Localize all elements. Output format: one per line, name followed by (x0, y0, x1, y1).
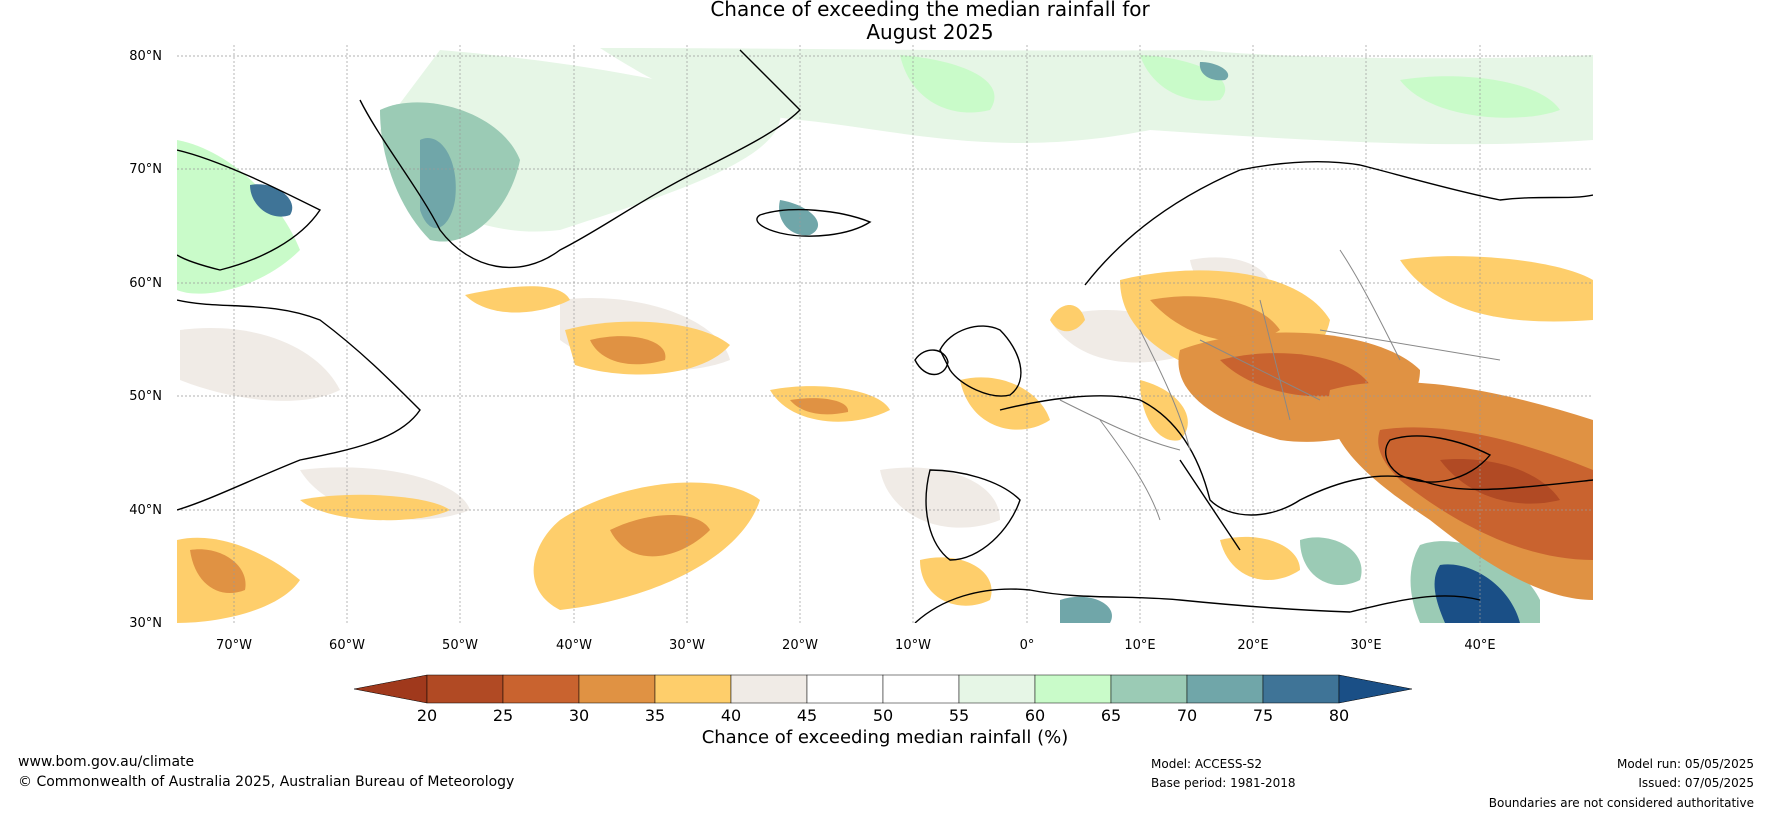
lon-tick-label: 20°W (782, 638, 818, 653)
colorbar-segment (654, 674, 732, 704)
colorbar-ticks: 20 25 30 35 40 45 50 55 60 65 70 75 80 (417, 706, 1349, 725)
lon-tick-label: 30°E (1350, 638, 1381, 653)
colorbar-segment (806, 674, 884, 704)
footer-base-period: Base period: 1981-2018 (1151, 776, 1296, 790)
title-line-2: August 2025 (866, 20, 994, 44)
lon-tick-label: 0° (1020, 638, 1035, 653)
ireland-coast (914, 349, 949, 376)
footer-boundaries-note: Boundaries are not considered authoritat… (1488, 796, 1754, 810)
wet-anomaly-patches (177, 48, 1593, 623)
italy-coast (1179, 459, 1241, 551)
colorbar-tick-label: 45 (797, 706, 817, 725)
black-sea-coast (1384, 435, 1492, 483)
colorbar: 20 25 30 35 40 45 50 55 60 65 70 75 80 (353, 674, 1413, 725)
title-line-1: Chance of exceeding the median rainfall … (710, 0, 1150, 21)
lat-tick-label: 30°N (129, 616, 162, 631)
latitude-labels: 80°N 70°N 60°N 50°N 40°N 30°N (129, 49, 162, 631)
graticule (177, 45, 1593, 623)
colorbar-segment (882, 674, 960, 704)
colorbar-tick-label: 60 (1025, 706, 1045, 725)
footer-url: www.bom.gov.au/climate (18, 754, 195, 770)
colorbar-extend-low (353, 674, 428, 704)
baffin-coast (177, 149, 322, 271)
colorbar-segment (1186, 674, 1264, 704)
colorbar-tick-label: 75 (1253, 706, 1273, 725)
africa-coast (914, 588, 1481, 623)
canada-coast (177, 299, 421, 511)
colorbar-segments (353, 674, 1413, 704)
lon-tick-label: 10°E (1124, 638, 1155, 653)
colorbar-tick-label: 70 (1177, 706, 1197, 725)
lon-tick-label: 40°W (556, 638, 592, 653)
longitude-labels: 70°W 60°W 50°W 40°W 30°W 20°W 10°W 0° 10… (216, 638, 1496, 653)
british-isles-coast (939, 325, 1022, 397)
colorbar-tick-label: 25 (493, 706, 513, 725)
rainfall-probability-map (177, 45, 1593, 623)
colorbar-segment (1034, 674, 1112, 704)
lon-tick-label: 10°W (895, 638, 931, 653)
lon-tick-label: 60°W (329, 638, 365, 653)
colorbar-extend-high (1338, 674, 1413, 704)
footer-model: Model: ACCESS-S2 (1151, 757, 1263, 771)
colorbar-segment (1110, 674, 1188, 704)
colorbar-tick-label: 80 (1329, 706, 1349, 725)
colorbar-tick-label: 40 (721, 706, 741, 725)
colorbar-segment (730, 674, 808, 704)
scandinavia-coast (1084, 161, 1593, 286)
colorbar-tick-label: 55 (949, 706, 969, 725)
country-borders (1059, 249, 1501, 521)
colorbar-segment (1262, 674, 1340, 704)
page-title: Chance of exceeding the median rainfall … (0, 0, 1770, 44)
colorbar-title: Chance of exceeding median rainfall (%) (701, 727, 1069, 748)
colorbar-segment (578, 674, 656, 704)
lat-tick-label: 80°N (129, 49, 162, 64)
footer-issued: Issued: 07/05/2025 (1638, 776, 1754, 790)
lon-tick-label: 20°E (1237, 638, 1268, 653)
colorbar-tick-label: 35 (645, 706, 665, 725)
iberia-coast (925, 469, 1021, 561)
colorbar-tick-label: 30 (569, 706, 589, 725)
coastlines (177, 49, 1593, 623)
lon-tick-label: 50°W (442, 638, 478, 653)
lon-tick-label: 30°W (669, 638, 705, 653)
lon-tick-label: 70°W (216, 638, 252, 653)
lat-tick-label: 50°N (129, 389, 162, 404)
colorbar-tick-label: 65 (1101, 706, 1121, 725)
lat-tick-label: 40°N (129, 503, 162, 518)
colorbar-tick-label: 20 (417, 706, 437, 725)
footer-model-run: Model run: 05/05/2025 (1616, 757, 1754, 771)
colorbar-tick-label: 50 (873, 706, 893, 725)
colorbar-segment (958, 674, 1036, 704)
europe-coast (999, 395, 1593, 516)
footer-copyright: © Commonwealth of Australia 2025, Austra… (18, 774, 515, 790)
greenland-coast (359, 49, 801, 269)
colorbar-segment (426, 674, 504, 704)
lat-tick-label: 60°N (129, 276, 162, 291)
colorbar-segment (502, 674, 580, 704)
dry-anomaly-patches (177, 256, 1593, 623)
iceland-coast (756, 208, 872, 237)
lat-tick-label: 70°N (129, 162, 162, 177)
lon-tick-label: 40°E (1464, 638, 1495, 653)
